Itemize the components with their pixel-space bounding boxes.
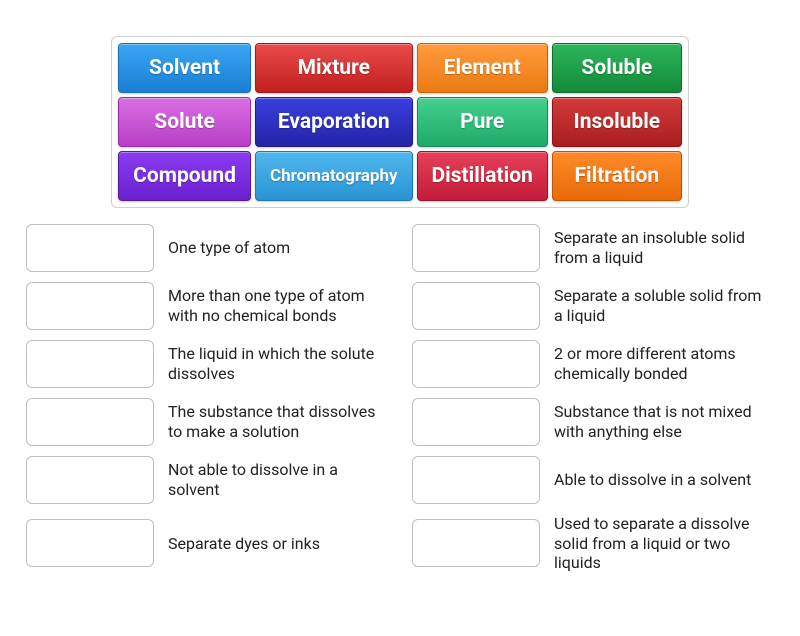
tile-soluble[interactable]: Soluble — [552, 43, 682, 93]
drop-target[interactable] — [26, 224, 154, 272]
answers-grid: One type of atom Separate an insoluble so… — [20, 224, 780, 573]
answer-row-right-5: Used to separate a dissolve solid from a… — [412, 514, 774, 573]
definition-text: The substance that dissolves to make a s… — [168, 402, 388, 441]
drop-target[interactable] — [412, 398, 540, 446]
definition-text: More than one type of atom with no chemi… — [168, 286, 388, 325]
drop-target[interactable] — [412, 519, 540, 567]
definition-text: One type of atom — [168, 238, 290, 258]
definition-text: Separate a soluble solid from a liquid — [554, 286, 774, 325]
answer-row-right-3: Substance that is not mixed with anythin… — [412, 398, 774, 446]
drop-target[interactable] — [26, 456, 154, 504]
answer-row-right-1: Separate a soluble solid from a liquid — [412, 282, 774, 330]
tile-filtration[interactable]: Filtration — [552, 151, 682, 201]
drop-target[interactable] — [412, 282, 540, 330]
tile-element[interactable]: Element — [417, 43, 548, 93]
definition-text: Separate dyes or inks — [168, 534, 320, 554]
tile-pure[interactable]: Pure — [417, 97, 548, 147]
definition-text: Able to dissolve in a solvent — [554, 470, 751, 490]
drop-target[interactable] — [412, 456, 540, 504]
tile-insoluble[interactable]: Insoluble — [552, 97, 682, 147]
definition-text: Used to separate a dissolve solid from a… — [554, 514, 774, 573]
answer-row-left-3: The substance that dissolves to make a s… — [26, 398, 388, 446]
tile-chromatography[interactable]: Chromatography — [255, 151, 413, 201]
answer-row-right-0: Separate an insoluble solid from a liqui… — [412, 224, 774, 272]
answer-row-right-2: 2 or more different atoms chemically bon… — [412, 340, 774, 388]
answer-row-left-0: One type of atom — [26, 224, 388, 272]
answer-row-left-5: Separate dyes or inks — [26, 514, 388, 573]
answer-row-left-2: The liquid in which the solute dissolves — [26, 340, 388, 388]
tile-mixture[interactable]: Mixture — [255, 43, 413, 93]
word-bank: SolventMixtureElementSoluble SoluteEvapor… — [111, 36, 689, 208]
definition-text: The liquid in which the solute dissolves — [168, 344, 388, 383]
tile-solvent[interactable]: Solvent — [118, 43, 251, 93]
drop-target[interactable] — [26, 519, 154, 567]
tile-compound[interactable]: Compound — [118, 151, 251, 201]
definition-text: Not able to dissolve in a solvent — [168, 460, 388, 499]
definition-text: 2 or more different atoms chemically bon… — [554, 344, 774, 383]
definition-text: Substance that is not mixed with anythin… — [554, 402, 774, 441]
tile-distillation[interactable]: Distillation — [417, 151, 548, 201]
answer-row-left-1: More than one type of atom with no chemi… — [26, 282, 388, 330]
drop-target[interactable] — [26, 282, 154, 330]
drop-target[interactable] — [26, 340, 154, 388]
drop-target[interactable] — [412, 224, 540, 272]
drop-target[interactable] — [412, 340, 540, 388]
answer-row-right-4: Able to dissolve in a solvent — [412, 456, 774, 504]
tile-solute[interactable]: Solute — [118, 97, 251, 147]
answer-row-left-4: Not able to dissolve in a solvent — [26, 456, 388, 504]
tile-evaporation[interactable]: Evaporation — [255, 97, 413, 147]
definition-text: Separate an insoluble solid from a liqui… — [554, 228, 774, 267]
drop-target[interactable] — [26, 398, 154, 446]
